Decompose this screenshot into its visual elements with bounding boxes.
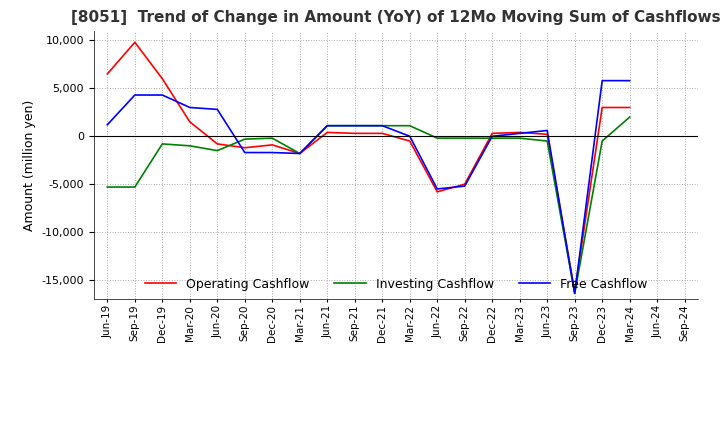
Investing Cashflow bbox=[130, 184, 139, 190]
Investing Cashflow bbox=[213, 148, 222, 153]
Investing Cashflow bbox=[186, 143, 194, 148]
Investing Cashflow bbox=[378, 123, 387, 128]
Operating Cashflow bbox=[405, 139, 414, 144]
Legend: Operating Cashflow, Investing Cashflow, Free Cashflow: Operating Cashflow, Investing Cashflow, … bbox=[140, 273, 652, 296]
Operating Cashflow bbox=[130, 40, 139, 45]
Investing Cashflow bbox=[488, 136, 497, 141]
Free Cashflow bbox=[295, 151, 304, 156]
Operating Cashflow bbox=[158, 76, 166, 81]
Title: [8051]  Trend of Change in Amount (YoY) of 12Mo Moving Sum of Cashflows: [8051] Trend of Change in Amount (YoY) o… bbox=[71, 11, 720, 26]
Operating Cashflow bbox=[103, 71, 112, 77]
Free Cashflow bbox=[460, 183, 469, 189]
Operating Cashflow bbox=[516, 130, 524, 135]
Operating Cashflow bbox=[626, 105, 634, 110]
Operating Cashflow bbox=[543, 132, 552, 137]
Free Cashflow bbox=[323, 123, 332, 128]
Operating Cashflow bbox=[598, 105, 606, 110]
Free Cashflow bbox=[488, 134, 497, 139]
Free Cashflow bbox=[240, 150, 249, 155]
Investing Cashflow bbox=[405, 123, 414, 128]
Free Cashflow bbox=[626, 78, 634, 83]
Operating Cashflow bbox=[186, 119, 194, 125]
Investing Cashflow bbox=[158, 141, 166, 147]
Operating Cashflow bbox=[323, 130, 332, 135]
Investing Cashflow bbox=[598, 139, 606, 144]
Investing Cashflow bbox=[626, 114, 634, 120]
Free Cashflow bbox=[213, 107, 222, 112]
Line: Free Cashflow: Free Cashflow bbox=[107, 81, 630, 293]
Investing Cashflow bbox=[460, 136, 469, 141]
Free Cashflow bbox=[598, 78, 606, 83]
Free Cashflow bbox=[570, 291, 579, 296]
Y-axis label: Amount (million yen): Amount (million yen) bbox=[23, 99, 36, 231]
Investing Cashflow bbox=[570, 291, 579, 296]
Free Cashflow bbox=[405, 134, 414, 139]
Operating Cashflow bbox=[213, 141, 222, 147]
Investing Cashflow bbox=[543, 139, 552, 144]
Operating Cashflow bbox=[460, 182, 469, 187]
Investing Cashflow bbox=[240, 136, 249, 142]
Free Cashflow bbox=[268, 150, 276, 155]
Investing Cashflow bbox=[103, 184, 112, 190]
Operating Cashflow bbox=[488, 131, 497, 136]
Investing Cashflow bbox=[268, 136, 276, 141]
Free Cashflow bbox=[516, 131, 524, 136]
Free Cashflow bbox=[433, 186, 441, 191]
Investing Cashflow bbox=[433, 136, 441, 141]
Free Cashflow bbox=[130, 92, 139, 98]
Operating Cashflow bbox=[295, 151, 304, 156]
Operating Cashflow bbox=[570, 289, 579, 294]
Free Cashflow bbox=[351, 123, 359, 128]
Investing Cashflow bbox=[323, 123, 332, 128]
Investing Cashflow bbox=[516, 136, 524, 141]
Free Cashflow bbox=[158, 92, 166, 98]
Operating Cashflow bbox=[351, 131, 359, 136]
Free Cashflow bbox=[378, 123, 387, 128]
Operating Cashflow bbox=[240, 145, 249, 150]
Line: Operating Cashflow: Operating Cashflow bbox=[107, 42, 630, 292]
Free Cashflow bbox=[186, 105, 194, 110]
Investing Cashflow bbox=[295, 151, 304, 156]
Investing Cashflow bbox=[351, 123, 359, 128]
Operating Cashflow bbox=[433, 189, 441, 194]
Operating Cashflow bbox=[268, 142, 276, 147]
Free Cashflow bbox=[103, 122, 112, 128]
Operating Cashflow bbox=[378, 131, 387, 136]
Free Cashflow bbox=[543, 128, 552, 133]
Line: Investing Cashflow: Investing Cashflow bbox=[107, 117, 630, 293]
